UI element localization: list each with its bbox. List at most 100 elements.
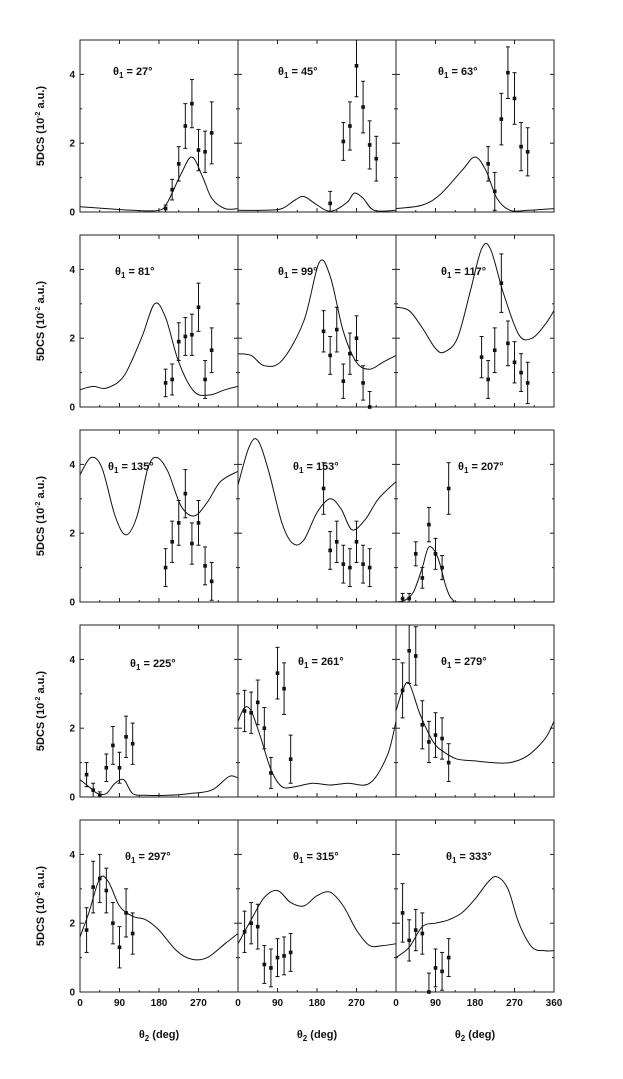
data-point — [433, 712, 438, 758]
panel-frame — [79, 39, 239, 213]
data-marker — [479, 355, 484, 359]
data-marker — [354, 64, 359, 68]
y-axis-label: 5DCS (10-2 a.u.) — [35, 476, 47, 557]
data-marker — [486, 162, 490, 166]
panel-14: 0 90 180 270 θ1 = 315° — [235, 819, 397, 1009]
data-marker — [288, 757, 293, 761]
data-marker — [433, 552, 438, 556]
x-tick-label: 90 — [430, 998, 442, 1009]
data-point — [176, 322, 181, 362]
data-point — [275, 646, 280, 700]
data-point — [361, 544, 366, 584]
data-marker — [255, 924, 260, 929]
data-marker — [400, 688, 405, 693]
y-tick-label: 4 — [69, 70, 75, 81]
data-point — [433, 948, 438, 988]
data-marker — [249, 710, 253, 715]
data-marker — [262, 962, 267, 967]
y-tick-label: 4 — [69, 655, 75, 666]
theory-curve — [396, 876, 554, 959]
data-point — [486, 146, 491, 182]
data-marker — [440, 969, 444, 974]
data-marker — [176, 162, 181, 166]
data-point — [196, 128, 201, 172]
data-marker — [433, 733, 438, 737]
data-marker — [519, 144, 523, 149]
data-marker — [196, 148, 201, 152]
panel-frame — [395, 819, 555, 993]
y-tick-label: 2 — [69, 919, 75, 930]
data-marker — [183, 491, 188, 496]
data-point — [196, 282, 201, 332]
data-point — [479, 335, 484, 379]
data-marker — [203, 377, 207, 382]
data-point — [512, 72, 517, 125]
data-marker — [519, 370, 523, 375]
data-point — [209, 327, 214, 374]
data-marker — [124, 911, 128, 915]
data-marker — [427, 522, 431, 527]
data-marker — [111, 921, 115, 925]
data-marker — [354, 540, 359, 544]
y-tick-label: 0 — [69, 793, 75, 804]
data-point — [255, 679, 260, 726]
data-marker — [400, 596, 405, 601]
panel-annotation: θ1 = 63° — [438, 66, 478, 80]
data-marker — [433, 966, 438, 970]
data-point — [499, 253, 504, 313]
data-point — [84, 762, 89, 788]
data-point — [486, 360, 491, 399]
data-marker — [262, 726, 267, 730]
theory-curve — [238, 706, 396, 789]
data-marker — [525, 381, 530, 385]
theory-curve — [238, 438, 396, 546]
data-marker — [275, 955, 280, 960]
x-axis-label: θ2 (deg) — [139, 1029, 180, 1043]
data-marker — [84, 928, 89, 932]
data-point — [413, 908, 418, 952]
data-marker — [328, 548, 332, 553]
data-marker — [190, 332, 194, 337]
data-marker — [446, 955, 451, 960]
data-marker — [407, 596, 411, 601]
panel-5: θ1 = 99° — [237, 234, 397, 409]
data-point — [519, 122, 524, 172]
data-point — [519, 353, 524, 393]
x-tick-label: 90 — [272, 998, 284, 1009]
data-point — [163, 368, 168, 398]
panel-annotation: θ1 = 333° — [446, 851, 492, 865]
data-point — [492, 327, 497, 374]
data-point — [361, 365, 366, 401]
data-point — [97, 791, 102, 798]
panel-annotation: θ1 = 315° — [293, 851, 339, 865]
data-marker — [196, 521, 201, 525]
data-point — [262, 945, 267, 984]
data-marker — [170, 377, 174, 382]
data-marker — [111, 743, 115, 748]
x-tick-label: 270 — [506, 998, 523, 1009]
data-point — [367, 120, 372, 170]
data-point — [413, 626, 418, 686]
data-point — [117, 751, 122, 784]
panel-15: 0 90 180 270 360 θ1 = 333° — [393, 819, 563, 1009]
x-tick-label: 180 — [151, 998, 168, 1009]
data-marker — [117, 765, 122, 770]
theory-curve — [396, 546, 554, 602]
data-point — [354, 520, 359, 563]
data-point — [328, 190, 333, 212]
data-point — [249, 691, 254, 734]
data-point — [268, 756, 273, 789]
panel-frame — [237, 234, 397, 408]
data-point — [407, 592, 412, 602]
data-point — [446, 462, 451, 515]
data-point — [209, 561, 214, 601]
x-axis-label: θ2 (deg) — [297, 1029, 338, 1043]
data-point — [433, 537, 438, 570]
data-point — [400, 592, 405, 602]
panel-frame — [79, 624, 239, 798]
data-marker — [506, 70, 510, 75]
data-point — [420, 700, 425, 750]
data-point — [110, 725, 115, 765]
data-marker — [209, 131, 214, 135]
data-marker — [348, 565, 352, 570]
